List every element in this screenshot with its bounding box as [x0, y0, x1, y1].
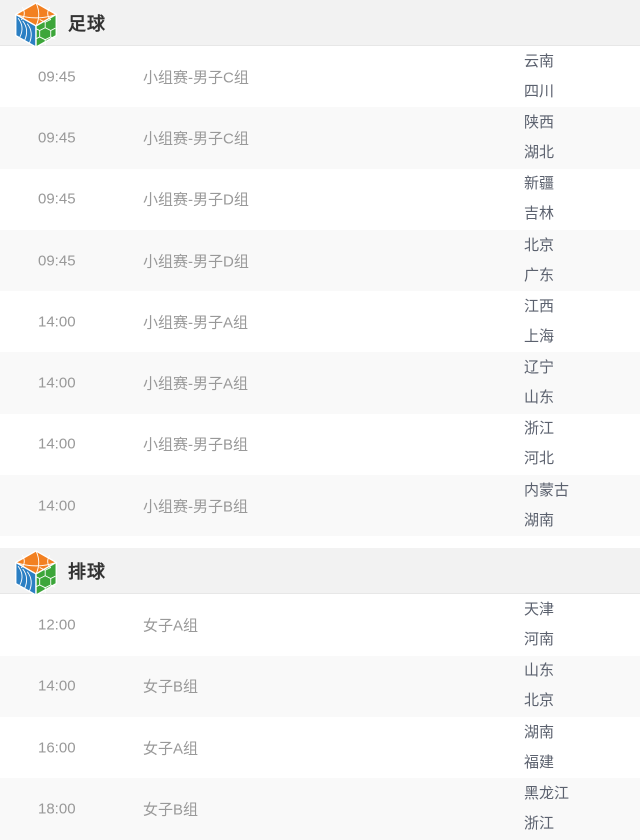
team-name: 福建 — [524, 753, 555, 771]
match-group: 女子B组 — [143, 801, 199, 819]
match-teams: 北京 广东 — [524, 230, 554, 291]
match-group: 女子A组 — [143, 740, 199, 758]
match-time: 14:00 — [38, 677, 76, 695]
match-teams: 云南 四川 — [524, 46, 554, 107]
match-group: 小组赛-男子C组 — [143, 130, 249, 148]
match-row[interactable]: 16:00 女子A组 湖南福建 — [0, 716, 640, 779]
match-group: 小组赛-男子D组 — [143, 191, 249, 209]
team-name: 广东 — [524, 266, 555, 284]
match-time: 14:00 — [38, 313, 76, 331]
match-teams: 新疆 吉林 — [524, 169, 554, 230]
section-header-volleyball: 排球 — [0, 548, 640, 596]
match-row[interactable]: 14:00 小组赛-男子A组 江西上海 — [0, 291, 640, 353]
team-name: 河南 — [524, 631, 555, 649]
match-teams: 天津 河南 — [524, 594, 554, 655]
match-time: 09:45 — [38, 252, 76, 270]
team-name: 四川 — [524, 82, 555, 100]
team-name: 湖北 — [524, 143, 555, 161]
team-name: 河北 — [524, 450, 555, 468]
team-name: 北京 — [524, 692, 555, 710]
section-divider — [0, 536, 640, 549]
match-time: 16:00 — [38, 739, 76, 757]
match-group: 小组赛-男子B组 — [143, 498, 249, 516]
section-title: 排球 — [68, 561, 106, 582]
match-time: 14:00 — [38, 435, 76, 453]
match-time: 14:00 — [38, 374, 76, 392]
match-time: 14:00 — [38, 497, 76, 515]
match-teams: 陕西 湖北 — [524, 107, 554, 168]
team-name: 辽宁 — [524, 359, 555, 377]
sports-cube-icon — [13, 0, 59, 50]
match-group: 小组赛-男子A组 — [143, 314, 249, 332]
team-name: 江西 — [524, 297, 555, 315]
match-teams: 浙江 河北 — [524, 414, 554, 475]
team-name: 黑龙江 — [524, 784, 570, 802]
match-row[interactable]: 09:45 小组赛-男子D组 新疆吉林 — [0, 168, 640, 230]
team-name: 山东 — [524, 389, 555, 407]
section-volleyball: 排球 12:00 女子A组 天津 河南 14:00 女子B组 山东 北京 16:00 女子A组 湖南… — [0, 548, 640, 840]
match-row[interactable]: 14:00 小组赛-男子B组 内蒙古湖南 — [0, 475, 640, 537]
match-teams: 江西 上海 — [524, 291, 554, 352]
match-row[interactable]: 09:45 小组赛-男子C组 云南四川 — [0, 46, 640, 108]
match-row[interactable]: 14:00 小组赛-男子A组 辽宁山东 — [0, 352, 640, 414]
match-group: 女子A组 — [143, 617, 199, 635]
match-time: 09:45 — [38, 68, 76, 86]
match-list-volleyball: 12:00 女子A组 天津 河南 14:00 女子B组 山东 北京 16:00 女子A组 湖南 福建 1… — [0, 594, 640, 840]
sports-cube-icon — [13, 548, 59, 598]
team-name: 云南 — [524, 52, 555, 70]
match-teams: 湖南 福建 — [524, 717, 554, 778]
section-football: 足球 09:45 小组赛-男子C组 云南 四川 09:45 小组赛-男子C组 陕西 湖北 09:… — [0, 0, 640, 537]
team-name: 山东 — [524, 662, 555, 680]
match-time: 09:45 — [38, 190, 76, 208]
match-group: 小组赛-男子C组 — [143, 69, 249, 87]
team-name: 上海 — [524, 327, 555, 345]
match-list-football: 09:45 小组赛-男子C组 云南 四川 09:45 小组赛-男子C组 陕西 湖北 09:45 小… — [0, 46, 640, 537]
match-group: 小组赛-男子B组 — [143, 436, 249, 454]
match-time: 18:00 — [38, 800, 76, 818]
team-name: 湖南 — [524, 511, 555, 529]
match-row[interactable]: 12:00 女子A组 天津河南 — [0, 594, 640, 656]
team-name: 浙江 — [524, 814, 555, 832]
match-row[interactable]: 14:00 女子B组 山东北京 — [0, 655, 640, 717]
match-teams: 黑龙江 浙江 — [524, 778, 569, 839]
match-group: 小组赛-男子A组 — [143, 375, 249, 393]
match-row[interactable]: 18:00 女子B组 黑龙江浙江 — [0, 778, 640, 840]
match-teams: 辽宁 山东 — [524, 352, 554, 413]
match-time: 12:00 — [38, 616, 76, 634]
team-name: 湖南 — [524, 723, 555, 741]
match-time: 09:45 — [38, 129, 76, 147]
team-name: 浙江 — [524, 420, 555, 438]
team-name: 内蒙古 — [524, 481, 570, 499]
match-teams: 山东 北京 — [524, 656, 554, 717]
match-group: 小组赛-男子D组 — [143, 253, 249, 271]
team-name: 新疆 — [524, 175, 555, 193]
team-name: 天津 — [524, 601, 555, 619]
match-group: 女子B组 — [143, 678, 199, 696]
section-title: 足球 — [68, 13, 106, 34]
match-row[interactable]: 09:45 小组赛-男子C组 陕西湖北 — [0, 107, 640, 169]
section-header-football: 足球 — [0, 0, 640, 48]
match-row[interactable]: 14:00 小组赛-男子B组 浙江河北 — [0, 413, 640, 476]
team-name: 吉林 — [524, 205, 555, 223]
match-row[interactable]: 09:45 小组赛-男子D组 北京广东 — [0, 229, 640, 292]
match-teams: 内蒙古 湖南 — [524, 475, 569, 536]
team-name: 陕西 — [524, 113, 555, 131]
team-name: 北京 — [524, 236, 555, 254]
